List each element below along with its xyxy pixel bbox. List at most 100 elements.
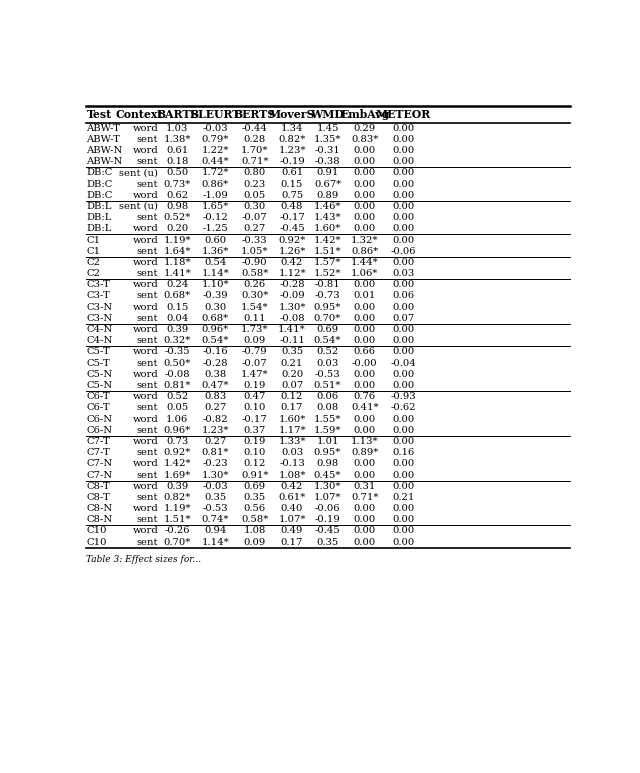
Text: 0.70*: 0.70* [314,314,341,323]
Text: C3-T: C3-T [86,281,110,289]
Text: -0.35: -0.35 [164,347,190,356]
Text: 0.47*: 0.47* [202,381,229,390]
Text: -0.73: -0.73 [315,291,340,301]
Text: 1.23*: 1.23* [278,146,306,155]
Text: 0.19: 0.19 [244,437,266,446]
Text: -0.16: -0.16 [202,347,228,356]
Text: C7-T: C7-T [86,437,110,446]
Text: 0.47: 0.47 [244,392,266,401]
Text: 0.31: 0.31 [353,482,376,491]
Text: 0.00: 0.00 [392,471,414,479]
Text: 1.06*: 1.06* [351,269,378,278]
Text: 1.42*: 1.42* [314,236,341,244]
Text: C7-T: C7-T [86,448,110,457]
Text: 0.00: 0.00 [353,281,376,289]
Text: sent: sent [137,213,158,222]
Text: 0.03: 0.03 [392,269,414,278]
Text: word: word [132,258,158,267]
Text: 0.37: 0.37 [244,426,266,434]
Text: 0.82*: 0.82* [164,493,191,502]
Text: word: word [132,459,158,468]
Text: C6-T: C6-T [86,392,110,401]
Text: DB:C: DB:C [86,169,113,177]
Text: 0.52: 0.52 [166,392,188,401]
Text: 1.26*: 1.26* [278,247,306,256]
Text: 1.14*: 1.14* [202,538,229,547]
Text: 0.71*: 0.71* [351,493,378,502]
Text: C7-N: C7-N [86,471,113,479]
Text: 0.01: 0.01 [353,291,376,301]
Text: -0.13: -0.13 [279,459,305,468]
Text: sent: sent [137,448,158,457]
Text: 1.32*: 1.32* [351,236,378,244]
Text: 0.30: 0.30 [204,303,227,312]
Text: 0.09: 0.09 [244,336,266,346]
Text: sent: sent [137,538,158,547]
Text: word: word [132,482,158,491]
Text: 1.18*: 1.18* [163,258,191,267]
Text: -0.08: -0.08 [164,369,190,379]
Text: MoverS: MoverS [269,109,316,120]
Text: 0.00: 0.00 [353,157,376,166]
Text: 0.16: 0.16 [392,448,414,457]
Text: ABW-N: ABW-N [86,146,123,155]
Text: 0.00: 0.00 [392,191,414,199]
Text: sent: sent [137,314,158,323]
Text: -0.09: -0.09 [279,291,305,301]
Text: 1.35*: 1.35* [314,135,341,144]
Text: 0.00: 0.00 [392,281,414,289]
Text: -0.79: -0.79 [242,347,268,356]
Text: -0.07: -0.07 [242,213,268,222]
Text: 0.03: 0.03 [316,359,339,368]
Text: -0.45: -0.45 [279,224,305,233]
Text: word: word [132,224,158,233]
Text: 1.64*: 1.64* [163,247,191,256]
Text: 1.05*: 1.05* [241,247,269,256]
Text: 0.00: 0.00 [353,414,376,424]
Text: C8-T: C8-T [86,482,110,491]
Text: sent: sent [137,291,158,301]
Text: 0.00: 0.00 [392,347,414,356]
Text: 0.54*: 0.54* [202,336,229,346]
Text: 0.00: 0.00 [392,426,414,434]
Text: 0.40: 0.40 [281,504,303,513]
Text: 0.81*: 0.81* [202,448,229,457]
Text: ABW-T: ABW-T [86,135,120,144]
Text: 0.00: 0.00 [353,336,376,346]
Text: 0.54*: 0.54* [314,336,341,346]
Text: 0.00: 0.00 [392,325,414,334]
Text: 0.12: 0.12 [281,392,303,401]
Text: C3-T: C3-T [86,291,110,301]
Text: sent: sent [137,247,158,256]
Text: C4-N: C4-N [86,325,113,334]
Text: 1.44*: 1.44* [351,258,379,267]
Text: 0.58*: 0.58* [241,516,269,524]
Text: 0.86*: 0.86* [202,179,228,189]
Text: 0.49: 0.49 [281,526,303,536]
Text: 0.67*: 0.67* [314,179,341,189]
Text: 0.52: 0.52 [316,347,339,356]
Text: -0.23: -0.23 [202,459,228,468]
Text: 0.69: 0.69 [244,482,266,491]
Text: EmbAvg: EmbAvg [340,109,389,120]
Text: 0.52*: 0.52* [164,213,191,222]
Text: C5-N: C5-N [86,369,113,379]
Text: 0.61: 0.61 [166,146,188,155]
Text: -0.28: -0.28 [202,359,228,368]
Text: C8-T: C8-T [86,493,110,502]
Text: sent: sent [137,359,158,368]
Text: 0.48: 0.48 [281,202,303,211]
Text: word: word [132,124,158,133]
Text: 0.00: 0.00 [353,426,376,434]
Text: 0.07: 0.07 [392,314,414,323]
Text: 0.91: 0.91 [316,169,339,177]
Text: 0.62: 0.62 [166,191,188,199]
Text: 0.68*: 0.68* [164,291,191,301]
Text: 0.28: 0.28 [244,135,266,144]
Text: -0.19: -0.19 [279,157,305,166]
Text: C6-N: C6-N [86,426,113,434]
Text: 0.00: 0.00 [353,504,376,513]
Text: 0.00: 0.00 [353,471,376,479]
Text: 0.00: 0.00 [392,124,414,133]
Text: 0.66: 0.66 [354,347,376,356]
